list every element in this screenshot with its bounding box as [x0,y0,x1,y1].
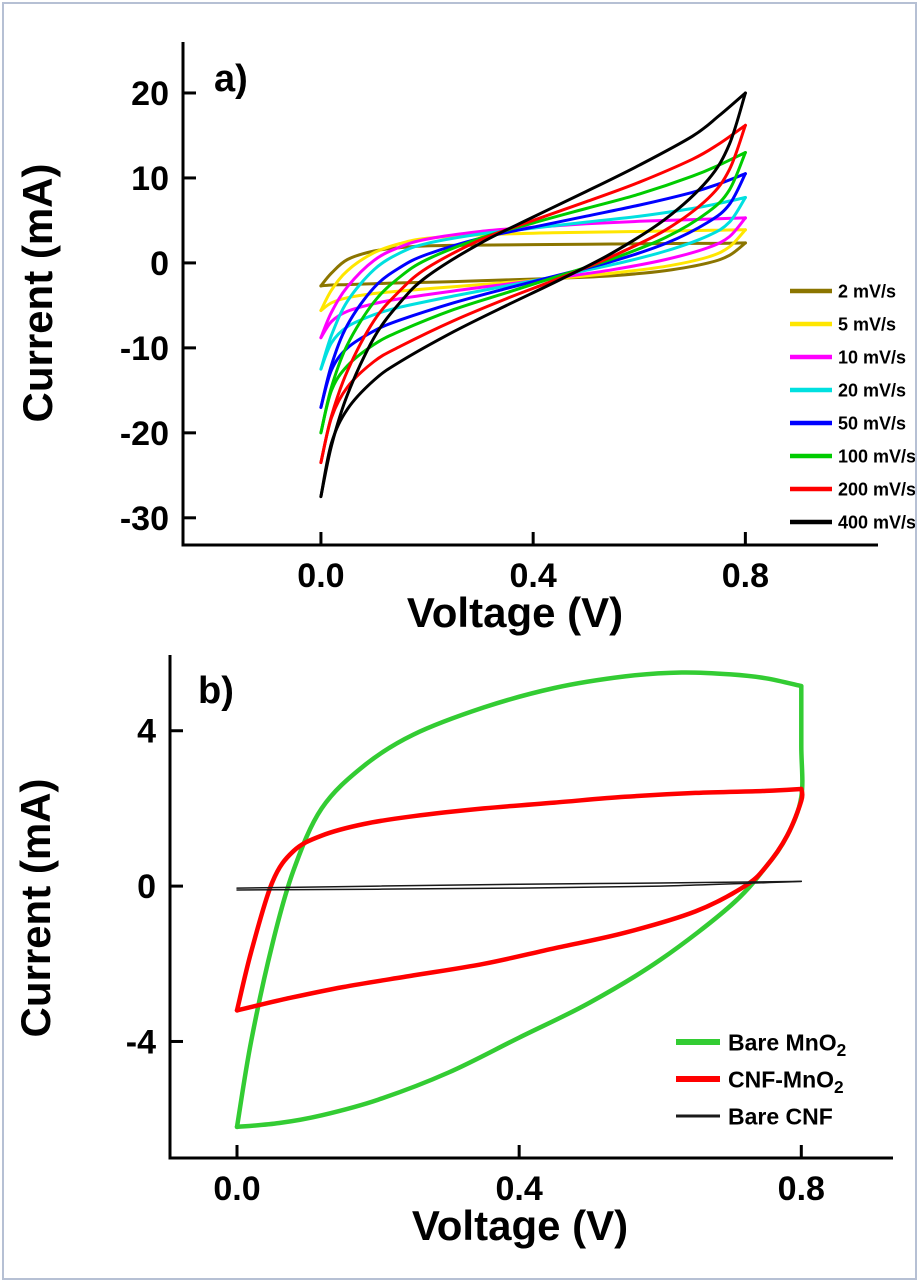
legend-item-5-mv-s: 5 mV/s [790,314,896,334]
x-axis-title: Voltage (V) [412,1202,628,1249]
series-10-mv-s-reverse [319,216,747,340]
legend-item-50-mv-s: 50 mV/s [790,413,906,433]
legend-item-cnf-mno2: CNF-MnO2 [676,1066,844,1097]
series-bare-cnf-forward [236,880,803,889]
panel-a-label: a) [214,58,248,100]
legend-label: 50 mV/s [838,413,906,433]
series-10-mv-s-forward [319,216,747,340]
x-tick-label: 0.0 [297,557,344,595]
legend-item-2-mv-s: 2 mV/s [790,281,896,301]
legend-label: 200 mV/s [838,479,916,499]
y-tick-label: 10 [131,160,169,198]
series-100-mv-s-forward [319,151,747,435]
y-tick-label: -10 [120,330,169,368]
legend-item-bare-mno2: Bare MnO2 [676,1029,846,1060]
axes [168,655,893,1160]
legend-item-20-mv-s: 20 mV/s [790,380,906,400]
series-400-mv-s-forward [319,91,747,499]
y-tick-label: 0 [150,245,169,283]
legend-label: 100 mV/s [838,446,916,466]
legend-item-100-mv-s: 100 mV/s [790,446,916,466]
y-axis-title: Current (mA) [14,164,61,423]
x-tick-label: 0.4 [496,1170,543,1208]
cv-scan-rate-chart: 0.0 0.4 0.8 -30 -20 -10 0 10 20 Voltage (V) Curren… [14,42,916,636]
y-axis-title: Current (mA) [12,779,59,1038]
series-5-mv-s-reverse [319,228,747,312]
y-tick-label: -20 [120,415,169,453]
x-tick-label: 0.8 [778,1170,825,1208]
y-tick-label: 20 [131,75,169,113]
y-tick-label: 0 [137,868,156,906]
legend-label: 400 mV/s [838,512,916,532]
legend-label: 20 mV/s [838,380,906,400]
x-tick-label: 0.0 [213,1170,260,1208]
x-tick-label: 0.4 [510,557,557,595]
legend-label: CNF-MnO2 [728,1066,844,1097]
legend-label: Bare CNF [728,1103,833,1129]
series-200-mv-s-forward [319,123,747,465]
axes [181,42,878,547]
series-bare-mno2-reverse [234,683,805,1130]
legend-label: Bare MnO2 [728,1029,846,1060]
y-tick-label: -4 [126,1023,156,1061]
series-400-mv-s-reverse [319,91,747,499]
series-200-mv-s-reverse [319,123,747,465]
legend-item-200-mv-s: 200 mV/s [790,479,916,499]
legend-label: 5 mV/s [838,314,896,334]
series-bare-mno2-forward [234,670,804,1130]
legend-label: 2 mV/s [838,281,896,301]
series-cnf-mno2-forward [234,786,804,1013]
panel-b-label: b) [198,670,234,712]
legend-label: 10 mV/s [838,347,906,367]
legend-item-10-mv-s: 10 mV/s [790,347,906,367]
series-bare-cnf-reverse [236,880,803,891]
x-tick-label: 0.8 [722,557,769,595]
series-100-mv-s-reverse [319,151,747,435]
series-5-mv-s-forward [319,228,747,312]
legend-item-bare-cnf: Bare CNF [676,1103,833,1129]
y-tick-label: 4 [137,713,156,751]
cv-materials-chart: 0.0 0.4 0.8 -4 0 4 Voltage (V) Current (mA) Bare… [12,655,893,1249]
x-axis-title: Voltage (V) [407,589,623,636]
series-cnf-mno2-reverse [234,786,805,1013]
legend-item-400-mv-s: 400 mV/s [790,512,916,532]
series-20-mv-s-forward [319,196,747,371]
y-tick-label: -30 [120,500,169,538]
